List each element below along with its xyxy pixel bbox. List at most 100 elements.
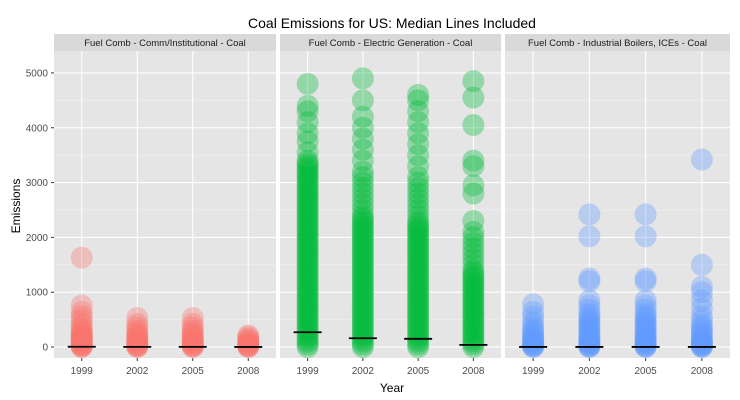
- data-point: [578, 325, 601, 348]
- data-point: [70, 334, 93, 357]
- data-point: [351, 267, 374, 290]
- data-point: [407, 294, 430, 317]
- data-point: [237, 329, 260, 352]
- data-point: [407, 281, 430, 304]
- data-point: [407, 286, 430, 309]
- x-tick-label: 2005: [635, 366, 658, 377]
- data-point: [296, 240, 319, 263]
- data-point: [351, 171, 374, 194]
- data-point: [296, 188, 319, 211]
- data-point: [462, 322, 485, 345]
- y-tick-label: 3000: [26, 178, 49, 189]
- data-point: [351, 297, 374, 320]
- data-point: [522, 315, 545, 338]
- data-point: [462, 283, 485, 306]
- data-point: [407, 272, 430, 295]
- data-point: [296, 311, 319, 334]
- data-point: [462, 209, 485, 232]
- data-point: [351, 278, 374, 301]
- data-point: [578, 267, 601, 290]
- data-point: [70, 332, 93, 355]
- data-point: [70, 318, 93, 341]
- y-tick-label: 1000: [26, 288, 49, 299]
- data-point: [351, 262, 374, 285]
- data-point: [462, 314, 485, 337]
- data-point: [462, 286, 485, 309]
- data-point: [351, 160, 374, 183]
- data-point: [407, 253, 430, 276]
- data-point: [296, 259, 319, 282]
- data-point: [351, 294, 374, 317]
- data-point: [578, 298, 601, 321]
- data-point: [296, 327, 319, 350]
- data-point: [462, 278, 485, 301]
- data-point: [522, 311, 545, 334]
- data-point: [634, 327, 657, 350]
- data-point: [296, 201, 319, 224]
- data-point: [351, 231, 374, 254]
- data-point: [296, 283, 319, 306]
- data-point: [296, 251, 319, 274]
- panel-strip: [280, 34, 501, 51]
- y-tick-label: 5000: [26, 68, 49, 79]
- panel-strip: [505, 34, 730, 51]
- data-point: [351, 330, 374, 353]
- data-point: [351, 283, 374, 306]
- data-point: [522, 332, 545, 355]
- data-point: [296, 198, 319, 221]
- data-point: [407, 325, 430, 348]
- data-point: [351, 303, 374, 326]
- data-point: [70, 313, 93, 336]
- data-point: [126, 321, 149, 344]
- data-point: [578, 310, 601, 333]
- data-point: [296, 177, 319, 200]
- data-point: [462, 226, 485, 249]
- data-point: [407, 289, 430, 312]
- data-point: [296, 218, 319, 241]
- data-point: [126, 316, 149, 339]
- data-point: [70, 320, 93, 343]
- data-point: [126, 331, 149, 354]
- data-point: [351, 212, 374, 235]
- data-point: [351, 256, 374, 279]
- data-point: [407, 264, 430, 287]
- data-point: [237, 327, 260, 350]
- data-point: [296, 336, 319, 359]
- data-point: [407, 133, 430, 156]
- data-point: [351, 286, 374, 309]
- data-point: [578, 270, 601, 293]
- data-point: [181, 328, 204, 351]
- data-point: [578, 289, 601, 312]
- data-point: [634, 270, 657, 293]
- data-point: [351, 220, 374, 243]
- data-point: [634, 325, 657, 348]
- data-point: [296, 333, 319, 356]
- data-point: [296, 242, 319, 265]
- data-point: [462, 149, 485, 172]
- data-point: [351, 319, 374, 342]
- data-point: [578, 333, 601, 356]
- data-point: [181, 327, 204, 350]
- panel-1: Fuel Comb - Comm/Institutional - Coal 199…: [54, 34, 276, 377]
- x-tick-label: 2008: [691, 366, 714, 377]
- data-point: [690, 323, 713, 346]
- data-point: [578, 323, 601, 346]
- data-point: [296, 94, 319, 117]
- data-point: [634, 313, 657, 336]
- data-point: [351, 281, 374, 304]
- panel-strip: [54, 34, 276, 51]
- data-point: [351, 127, 374, 150]
- data-point: [407, 155, 430, 178]
- data-point: [296, 141, 319, 164]
- panel-2: Fuel Comb - Electric Generation - Coal 19…: [280, 34, 501, 377]
- data-point: [126, 325, 149, 348]
- data-point: [634, 315, 657, 338]
- data-point: [690, 319, 713, 342]
- data-point: [296, 292, 319, 315]
- data-point: [126, 328, 149, 351]
- data-point: [407, 193, 430, 216]
- data-point: [407, 283, 430, 306]
- panel-3: Fuel Comb - Industrial Boilers, ICEs - C…: [505, 34, 730, 377]
- data-point: [634, 267, 657, 290]
